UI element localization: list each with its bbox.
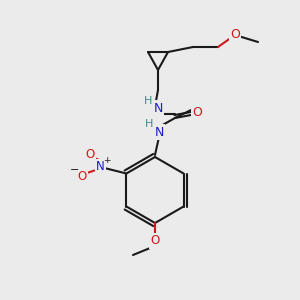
Text: N: N <box>153 101 163 115</box>
Text: O: O <box>86 148 95 161</box>
Text: O: O <box>150 235 160 248</box>
Text: H: H <box>145 119 153 129</box>
Text: +: + <box>103 156 110 165</box>
Text: N: N <box>154 125 164 139</box>
Text: O: O <box>192 106 202 119</box>
Text: O: O <box>230 28 240 41</box>
Text: H: H <box>144 96 152 106</box>
Text: N: N <box>96 160 105 173</box>
Text: O: O <box>78 170 87 183</box>
Text: −: − <box>70 166 79 176</box>
